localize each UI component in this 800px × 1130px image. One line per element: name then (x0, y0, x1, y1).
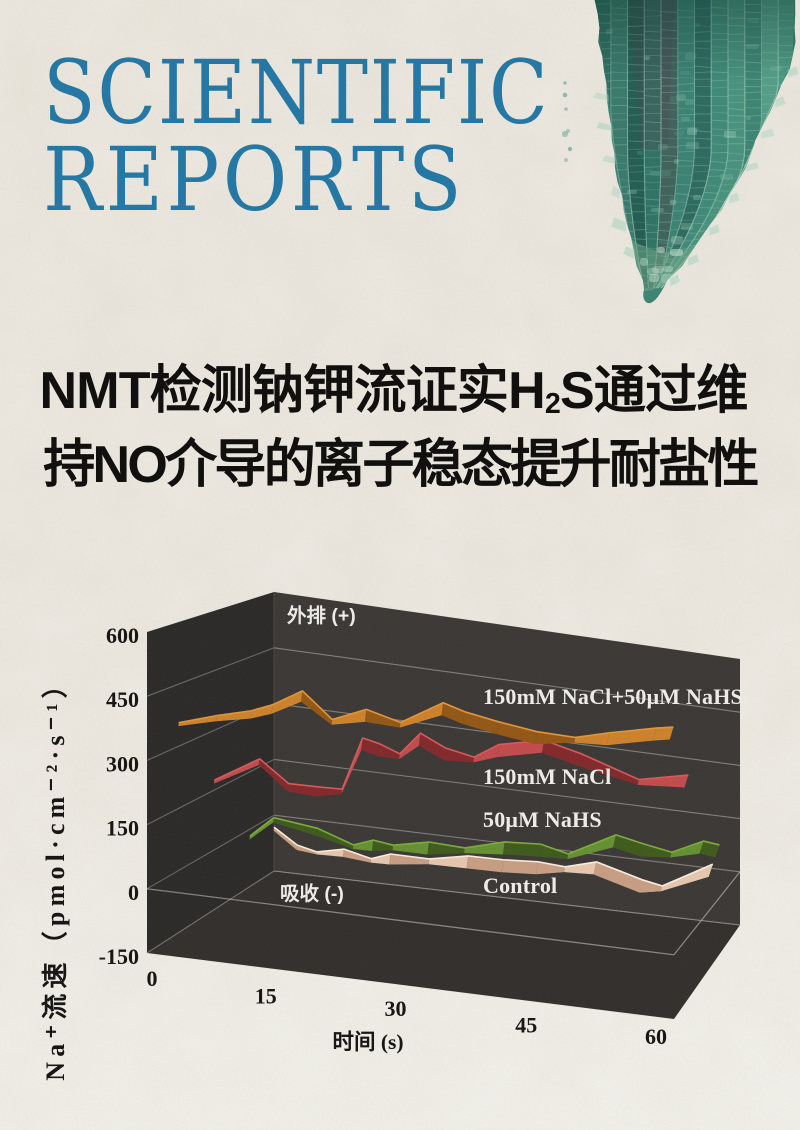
masthead-line-scientific: SCIENTIFIC (43, 41, 550, 144)
y-tick-label: -150 (99, 944, 139, 969)
decorative-shape (728, 191, 741, 205)
decorative-shape (745, 161, 760, 173)
y-axis-title: Na⁺流速（pmol·cm⁻²·s⁻¹） (41, 667, 70, 1081)
x-tick-label: 45 (515, 1013, 537, 1038)
series-label: 50μM NaHS (483, 807, 602, 832)
title-line-1-pre: NMT检测钠钾流证实H (39, 362, 546, 420)
decorative-shape (760, 127, 776, 140)
y-tick-label: 150 (106, 816, 139, 841)
y-tick-label: 0 (128, 880, 139, 905)
masthead-line-reports: REPORTS (43, 128, 466, 231)
x-axis-title: 时间 (s) (332, 1030, 403, 1054)
y-tick-label: 300 (106, 751, 139, 776)
x-tick-label: 30 (385, 996, 407, 1021)
masthead: SCIENTIFIC REPORTS (43, 0, 623, 231)
y-tick-label: 450 (106, 687, 139, 712)
flux-3d-chart: 600 450 300 150 0 -150 0 15 30 45 60 时间 (s) Na⁺流速（pm… (41, 592, 743, 1081)
decorative-shape (622, 245, 635, 260)
decorative-shape (774, 95, 787, 109)
title-line-2: 持NO介导的离子稳态提升耐盐性 (43, 436, 759, 494)
series-label: 150mM NaCl (483, 764, 611, 789)
decorative-shape (708, 223, 721, 237)
x-tick-label: 60 (645, 1024, 667, 1049)
series-label: 150mM NaCl+50μM NaHS (483, 684, 743, 709)
x-tick-label: 15 (255, 984, 277, 1009)
article-title: NMT检测钠钾流证实H2S通过维 持NO介导的离子稳态提升耐盐性 (0, 358, 800, 498)
y-tick-label: 600 (106, 623, 139, 648)
efflux-annotation: 外排 (+) (287, 604, 356, 627)
decorative-shape (687, 253, 700, 267)
title-h2s-subscript: 2 (544, 388, 561, 421)
x-tick-label: 0 (147, 966, 158, 991)
influx-annotation: 吸收 (-) (280, 882, 344, 905)
title-line-1-post: S通过维 (560, 362, 748, 420)
series-label: Control (483, 873, 557, 898)
title-line-1: NMT检测钠钾流证实H2S通过维 (0, 358, 800, 432)
